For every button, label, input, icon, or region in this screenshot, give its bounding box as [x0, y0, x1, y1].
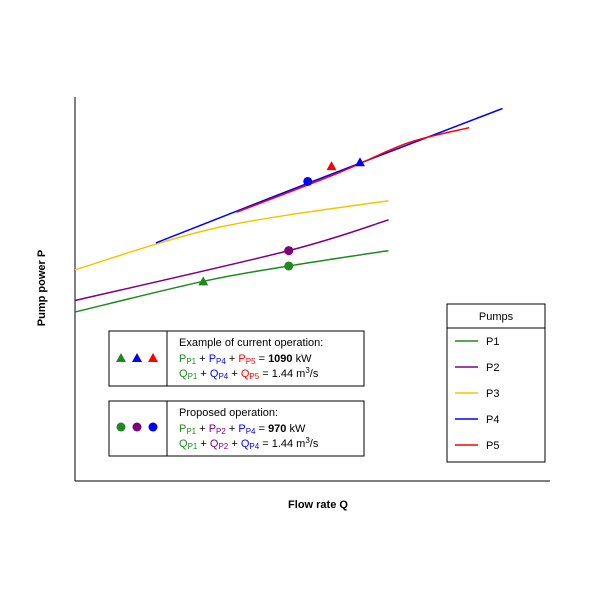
cur-q-c: Q [241, 368, 250, 380]
series-line-p4 [155, 107, 503, 244]
pro-p-plus1: + [196, 423, 209, 435]
cur-p-b: P [209, 353, 216, 365]
pro-p-b-sub: P2 [216, 427, 226, 436]
cur-q-plus2: + [228, 368, 241, 380]
legend-items: P1 P2 P3 P4 P5 [455, 336, 499, 452]
cur-p-unit: kW [293, 353, 313, 365]
legend-frame [446, 303, 546, 463]
current-point-p1 [198, 276, 209, 286]
cur-p-plus1: + [196, 353, 209, 365]
proposed-symbol-circle [148, 422, 158, 432]
legend-label-p4: P4 [486, 414, 499, 426]
legend-label-p1: P1 [486, 336, 499, 348]
pro-p-value: 970 [268, 423, 286, 435]
current-point-p4 [355, 157, 365, 167]
pro-q-tail: /s [310, 438, 319, 450]
pro-p-a: P [179, 423, 186, 435]
pro-p-c: P [238, 423, 245, 435]
series-group [74, 107, 503, 313]
series-line-p5 [236, 126, 470, 213]
y-axis-title: Pump power P [36, 250, 48, 326]
cur-q-b: Q [210, 368, 219, 380]
current-symbols [116, 353, 158, 362]
proposed-box-flow-line: QP1 + QP2 + QP4 = 1.44 m3/s [179, 436, 319, 451]
cur-q-a: Q [179, 368, 188, 380]
legend-label-p2: P2 [486, 362, 499, 374]
pro-q-a-sub: P1 [188, 442, 198, 451]
current-box-flow-line: QP1 + QP4 + QP5 = 1.44 m3/s [179, 366, 319, 381]
cur-p-a-sub: P1 [186, 357, 196, 366]
cur-q-c-sub: P5 [249, 372, 259, 381]
current-symbol-triangle [116, 353, 126, 362]
legend-label-p5: P5 [486, 440, 499, 452]
pro-p-plus2: + [226, 423, 239, 435]
cur-p-c-sub: P5 [246, 357, 256, 366]
pro-q-a: Q [179, 438, 188, 450]
pro-q-plus1: + [197, 438, 210, 450]
proposed-symbol-circle [132, 422, 142, 432]
proposed-point-p1 [284, 261, 294, 271]
pro-p-a-sub: P1 [186, 427, 196, 436]
pro-q-exp: 3 [305, 436, 310, 445]
proposed-point-p2 [284, 246, 294, 256]
cur-p-b-sub: P4 [216, 357, 226, 366]
cur-q-a-sub: P1 [188, 372, 198, 381]
cur-q-tail: /s [310, 368, 319, 380]
series-line-p2 [74, 219, 389, 302]
current-symbol-triangle [148, 353, 158, 362]
cur-q-eq: = 1.44 m [259, 368, 305, 380]
legend: Pumps P1 P2 P3 P4 P5 [446, 303, 546, 463]
cur-p-a: P [179, 353, 186, 365]
pro-p-b: P [209, 423, 216, 435]
legend-title: Pumps [479, 311, 514, 323]
pro-q-b: Q [210, 438, 219, 450]
series-line-p3 [74, 199, 389, 271]
x-axis-title: Flow rate Q [288, 499, 348, 511]
cur-p-value: 1090 [268, 353, 292, 365]
pro-p-c-sub: P4 [246, 427, 256, 436]
current-box-power-line: PP1 + PP4 + PP5 = 1090 kW [179, 353, 312, 366]
cur-p-eq: = [256, 353, 269, 365]
current-operation-box: Example of current operation: PP1 + PP4 … [108, 330, 365, 387]
cur-p-c: P [238, 353, 245, 365]
series-line-p1 [74, 249, 389, 313]
current-point-p5 [326, 161, 337, 171]
cur-q-exp: 3 [305, 366, 310, 375]
cur-q-plus1: + [197, 368, 210, 380]
proposed-point-p4 [303, 176, 313, 186]
cur-q-b-sub: P4 [218, 372, 228, 381]
pro-q-eq: = 1.44 m [259, 438, 305, 450]
markers-group [198, 157, 365, 286]
proposed-symbols [116, 422, 158, 432]
pro-p-eq: = [256, 423, 269, 435]
pro-q-b-sub: P2 [218, 442, 228, 451]
proposed-operation-box: Proposed operation: PP1 + PP2 + PP4 = 97… [108, 400, 365, 457]
pro-p-unit: kW [286, 423, 306, 435]
proposed-box-title: Proposed operation: [179, 407, 278, 419]
cur-p-plus2: + [226, 353, 239, 365]
pro-q-plus2: + [228, 438, 241, 450]
pro-q-c: Q [241, 438, 250, 450]
proposed-box-power-line: PP1 + PP2 + PP4 = 970 kW [179, 423, 306, 436]
pro-q-c-sub: P4 [249, 442, 259, 451]
legend-label-p3: P3 [486, 388, 499, 400]
current-symbol-triangle [132, 353, 142, 362]
current-box-title: Example of current operation: [179, 337, 323, 349]
proposed-symbol-circle [116, 422, 126, 432]
